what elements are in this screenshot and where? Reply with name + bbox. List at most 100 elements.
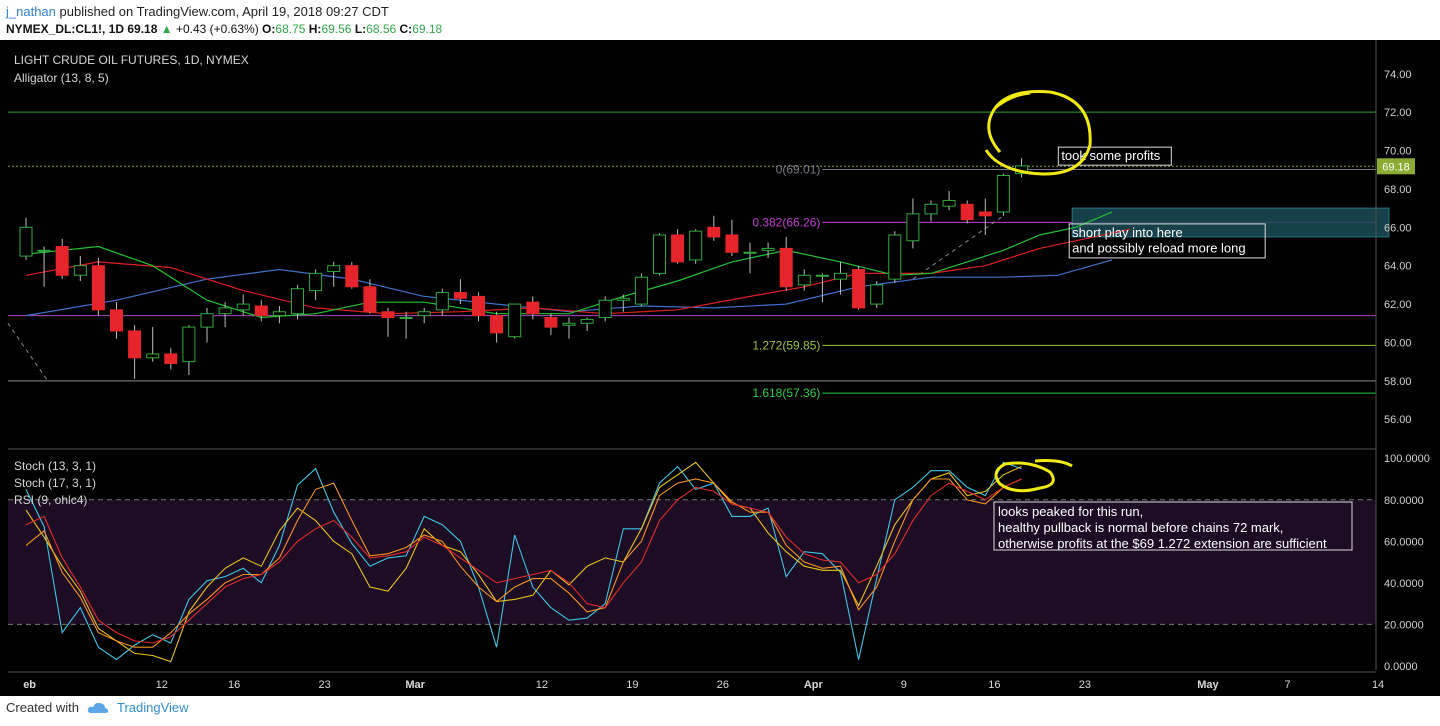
candle-body (779, 247, 793, 288)
stoch-13-legend: Stoch (13, 3, 1) (14, 459, 96, 473)
price-pane-title: LIGHT CRUDE OIL FUTURES, 1D, NYMEX (14, 53, 249, 67)
candle-body (634, 276, 648, 305)
candle-body (37, 249, 51, 252)
candle-body (544, 317, 558, 328)
cloud-logo-icon (87, 702, 109, 713)
osc-tick-label: 100.0000 (1384, 453, 1430, 465)
candle-body (888, 234, 902, 280)
oscillator-highlight-circle (994, 459, 1073, 493)
price-tick-label: 74.00 (1384, 69, 1412, 81)
osc-tick-label: 20.0000 (1384, 619, 1424, 631)
price-tick-label: 62.00 (1384, 299, 1412, 311)
ohlc-header: NYMEX_DL:CL1!, 1D 69.18 ▲ +0.43 (+0.63%)… (6, 22, 442, 36)
osc-tick-label: 0.0000 (1384, 661, 1418, 673)
candle-body (653, 234, 666, 274)
candle-body (472, 295, 485, 317)
oscillator-pane[interactable]: looks peaked for this run,healthy pullba… (8, 459, 1376, 663)
candle-body (399, 317, 413, 320)
time-tick-label: Apr (804, 679, 824, 691)
low-value: 68.56 (366, 22, 397, 36)
time-tick-label: 16 (988, 679, 1000, 691)
candle-body (110, 309, 123, 332)
short-zone-box (1071, 207, 1390, 238)
candle-body (254, 305, 268, 317)
price-tick-label: 70.00 (1384, 146, 1412, 158)
created-with-label: Created with (6, 700, 79, 715)
candle-body (996, 174, 1010, 213)
alligator-teeth-line (25, 228, 1131, 315)
change-value: +0.43 (+0.63%) (175, 22, 259, 36)
candle-body (725, 234, 739, 253)
candle-body (815, 274, 829, 277)
time-tick-label: 19 (626, 679, 638, 691)
candle-body (309, 272, 323, 292)
chart-area[interactable]: 0(69.01) 0.382(66.26) 1.272(59.85) 1.618(57… (0, 40, 1440, 696)
author-link[interactable]: j_nathan (6, 4, 56, 19)
candle-body (870, 284, 884, 305)
candle-body (960, 203, 974, 221)
candle-body (761, 247, 775, 251)
last-price-badge (1377, 158, 1415, 175)
candle-body (942, 199, 956, 207)
candle-body (128, 330, 142, 359)
time-tick-label: 23 (319, 679, 331, 691)
time-tick-label: 23 (1079, 679, 1091, 691)
candle-body (363, 286, 377, 313)
time-tick-label: 14 (1372, 679, 1384, 691)
oscillator-annotation-text: otherwise profits at the $69 1.272 exten… (998, 536, 1327, 551)
footer: Created with TradingView (6, 700, 189, 715)
annotation-box (1068, 223, 1266, 259)
time-tick-label: 26 (717, 679, 729, 691)
osc-tick-label: 80.0000 (1384, 495, 1424, 507)
candle-body (689, 230, 703, 261)
candle-body (218, 307, 232, 315)
candle-body (453, 292, 467, 299)
price-tick-label: 64.00 (1384, 261, 1412, 273)
candle-body (924, 203, 938, 215)
price-tick-label: 58.00 (1384, 376, 1412, 388)
osc-tick-label: 60.0000 (1384, 536, 1424, 548)
candle-body (852, 269, 866, 309)
publish-header: j_nathan published on TradingView.com, A… (6, 4, 389, 19)
time-tick-label: May (1197, 679, 1219, 691)
oscillator-annotation-box (993, 501, 1353, 551)
highlight-circle (984, 90, 1092, 176)
candle-body (508, 303, 522, 338)
stoch-17-legend: Stoch (17, 3, 1) (14, 476, 96, 490)
alligator-legend: Alligator (13, 8, 5) (14, 71, 109, 85)
oscillator-series-line (25, 461, 1022, 661)
close-label: C: (399, 22, 413, 36)
candle-body (616, 297, 630, 301)
time-tick-label: 7 (1285, 679, 1291, 691)
high-label: H: (308, 22, 322, 36)
candle-body (797, 274, 811, 286)
candle-body (55, 246, 69, 276)
candle-body (580, 318, 594, 324)
open-label: O: (262, 22, 276, 36)
publish-info: published on TradingView.com, April 19, … (59, 4, 389, 19)
oscillator-annotation-text: looks peaked for this run, (998, 504, 1143, 519)
candle-body (598, 299, 612, 319)
candle-body (19, 226, 33, 257)
annotation-text: short play into here (1072, 225, 1183, 240)
oscillator-series-line (25, 478, 1022, 644)
candle-body (490, 315, 504, 334)
osc-tick-label: 40.0000 (1384, 578, 1424, 590)
candle-body (743, 251, 757, 254)
price-tick-label: 72.00 (1384, 107, 1412, 119)
annotation-box (1057, 146, 1172, 166)
candle-body (291, 288, 304, 315)
candle-body (164, 353, 178, 365)
last-price-label: 69.18 (1382, 161, 1410, 173)
candle-body (562, 322, 576, 326)
last-price: 69.18 (127, 22, 158, 36)
time-tick-label: eb (23, 679, 36, 691)
price-tick-label: 66.00 (1384, 222, 1412, 234)
candle-body (272, 311, 286, 317)
tradingview-brand-link[interactable]: TradingView (116, 700, 189, 715)
candle-body (417, 311, 431, 317)
oscillator-series-line (25, 478, 1022, 648)
oscillator-series-line (25, 461, 1022, 663)
candle-body (978, 211, 992, 217)
price-pane[interactable]: 0(69.01) 0.382(66.26) 1.272(59.85) 1.618(57… (7, 90, 1390, 401)
